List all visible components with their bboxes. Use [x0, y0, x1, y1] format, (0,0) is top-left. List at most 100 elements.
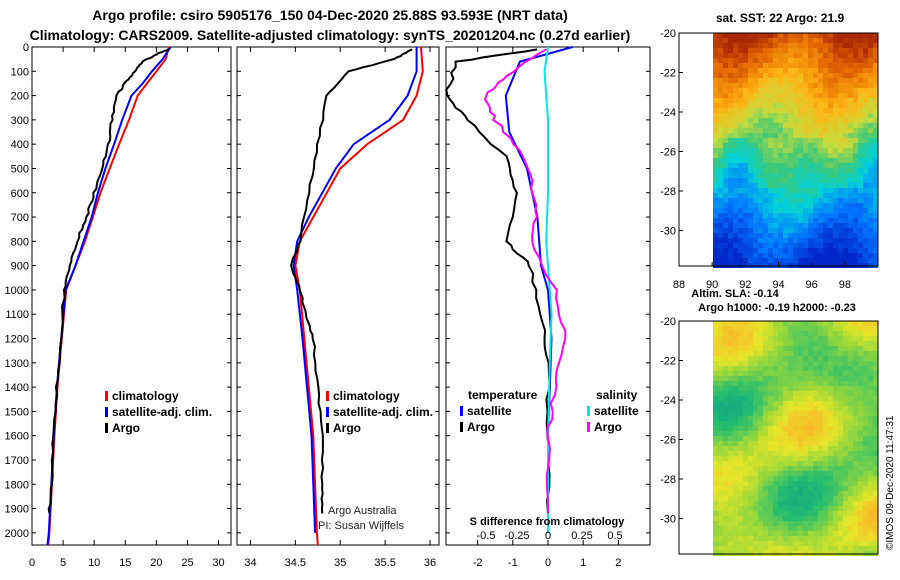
map-pixel [763, 133, 768, 138]
map-y-tick-label: -22 [660, 355, 676, 367]
map-pixel [843, 218, 848, 223]
map-pixel [743, 138, 748, 143]
map-pixel [758, 366, 763, 371]
map-pixel [863, 506, 868, 511]
map-pixel [858, 83, 863, 88]
map-pixel [733, 421, 738, 426]
map-pixel [758, 446, 763, 451]
map-pixel [843, 526, 848, 531]
map-pixel [713, 416, 718, 421]
map-pixel [788, 361, 793, 366]
map-pixel [838, 68, 843, 73]
map-pixel [808, 258, 813, 263]
map-pixel [748, 371, 753, 376]
map-pixel [768, 68, 773, 73]
map-pixel [748, 158, 753, 163]
map-pixel [773, 93, 778, 98]
map-pixel [798, 436, 803, 441]
map-pixel [718, 233, 723, 238]
map-pixel [783, 471, 788, 476]
map-pixel [738, 158, 743, 163]
map-pixel [758, 68, 763, 73]
map-pixel [833, 441, 838, 446]
map-y-tick-label: -26 [660, 146, 676, 158]
map-pixel [863, 198, 868, 203]
map-pixel [713, 248, 718, 253]
map-pixel [768, 43, 773, 48]
map-pixel [788, 228, 793, 233]
map-pixel [838, 133, 843, 138]
map-pixel [773, 521, 778, 526]
map-pixel [818, 113, 823, 118]
map-pixel [818, 376, 823, 381]
map-pixel [738, 466, 743, 471]
map-pixel [868, 163, 873, 168]
map-pixel [718, 541, 723, 546]
map-pixel [768, 366, 773, 371]
map-pixel [833, 193, 838, 198]
map-pixel [828, 471, 833, 476]
map-pixel [758, 138, 763, 143]
map-pixel [778, 258, 783, 263]
map-pixel [738, 451, 743, 456]
map-pixel [848, 371, 853, 376]
map-pixel [718, 451, 723, 456]
map-pixel [808, 546, 813, 551]
map-pixel [763, 381, 768, 386]
map-pixel [853, 506, 858, 511]
map-pixel [788, 243, 793, 248]
map-pixel [803, 396, 808, 401]
map-pixel [728, 536, 733, 541]
map-pixel [863, 541, 868, 546]
map-pixel [723, 88, 728, 93]
map-pixel [798, 248, 803, 253]
map-pixel [833, 223, 838, 228]
map-pixel [723, 118, 728, 123]
map-pixel [713, 401, 718, 406]
map-pixel [753, 471, 758, 476]
map-pixel [798, 361, 803, 366]
map-pixel [853, 33, 858, 38]
map-pixel [858, 63, 863, 68]
map-x-tick-label: 88 [673, 279, 685, 291]
map-pixel [818, 108, 823, 113]
x-tick-label: 34.5 [285, 557, 306, 569]
legend-label-diff-3: Argo [594, 420, 622, 434]
map-pixel [853, 213, 858, 218]
map-pixel [868, 188, 873, 193]
map-pixel [863, 68, 868, 73]
map-pixel [778, 68, 783, 73]
map-pixel [723, 531, 728, 536]
map-pixel [858, 426, 863, 431]
map-pixel [733, 113, 738, 118]
map-pixel [813, 108, 818, 113]
map-pixel [823, 466, 828, 471]
map-pixel [748, 511, 753, 516]
map-y-tick-label: -30 [660, 225, 676, 237]
map-pixel [713, 501, 718, 506]
map-pixel [758, 541, 763, 546]
map-pixel [788, 476, 793, 481]
map-pixel [788, 446, 793, 451]
map-pixel [798, 516, 803, 521]
map-pixel [873, 506, 878, 511]
map-pixel [783, 426, 788, 431]
map-pixel [858, 143, 863, 148]
map-pixel [863, 431, 868, 436]
map-pixel [793, 148, 798, 153]
map-pixel [763, 243, 768, 248]
map-pixel [838, 451, 843, 456]
map-pixel [833, 163, 838, 168]
map-pixel [723, 103, 728, 108]
map-pixel [718, 118, 723, 123]
map-pixel [853, 203, 858, 208]
map-pixel [788, 466, 793, 471]
map-pixel [748, 58, 753, 63]
map-pixel [858, 356, 863, 361]
map-pixel [773, 516, 778, 521]
map-pixel [793, 153, 798, 158]
map-pixel [743, 248, 748, 253]
map-pixel [753, 218, 758, 223]
map-pixel [773, 53, 778, 58]
map-pixel [858, 233, 863, 238]
